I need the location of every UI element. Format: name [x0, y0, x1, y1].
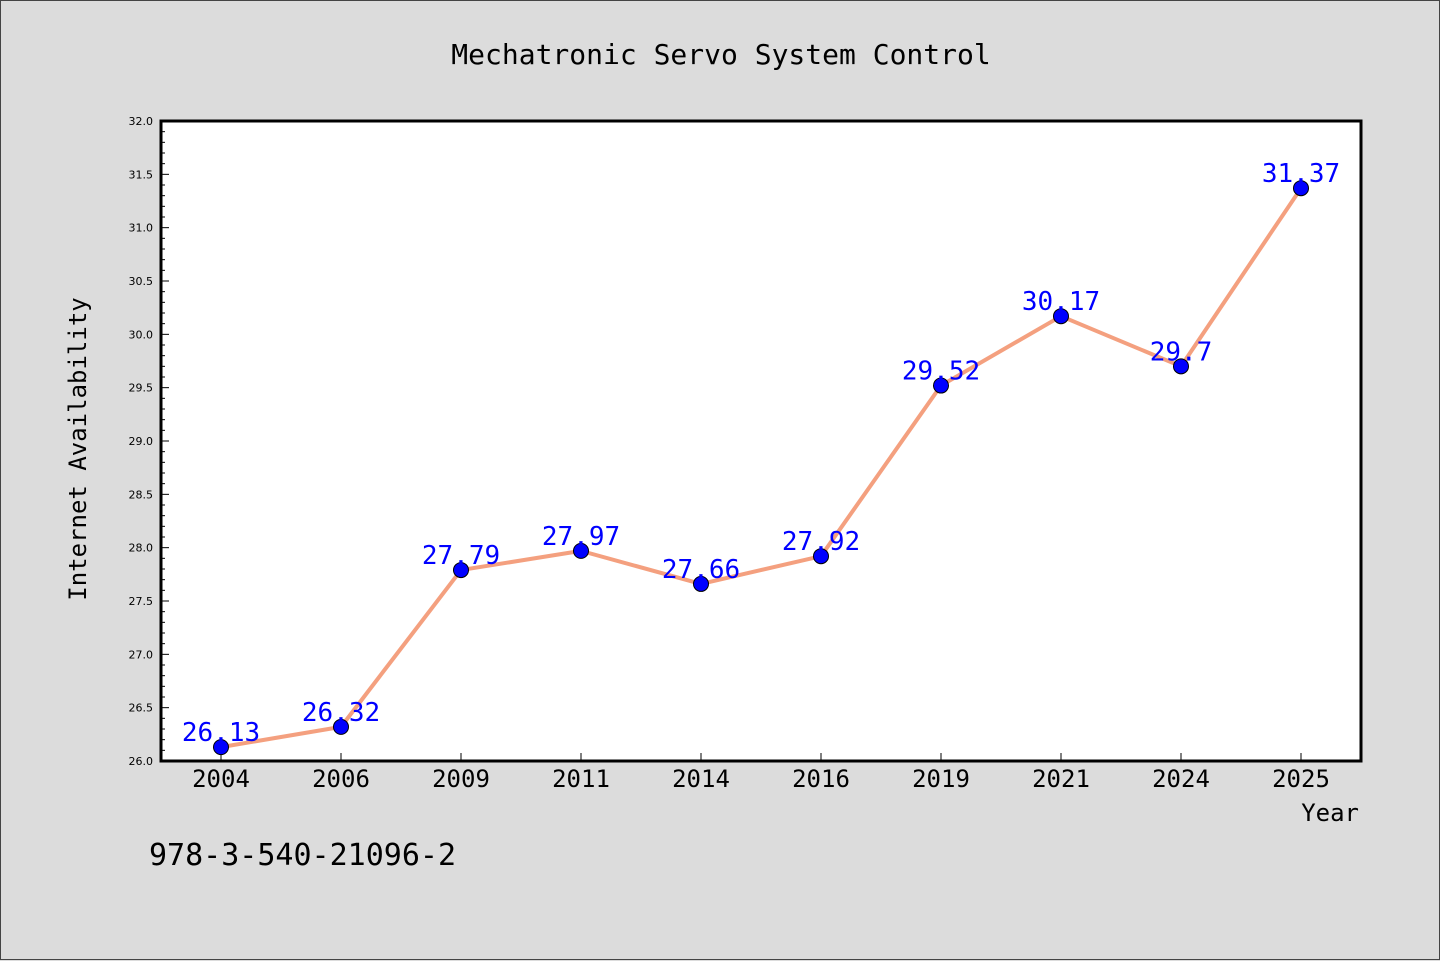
y-tick-label: 32.0: [129, 115, 154, 128]
chart-title: Mechatronic Servo System Control: [451, 38, 990, 71]
y-tick-label: 31.5: [129, 168, 154, 181]
data-point: [933, 377, 949, 394]
y-tick-label: 29.0: [129, 435, 154, 448]
data-label: 26.32: [302, 698, 380, 728]
x-tick-label: 2011: [552, 765, 610, 793]
series-layer: 26.13 26.32 27.79 27.97 27.66 27.92 29.52 30.17…: [182, 159, 1340, 756]
footer-code: 978-3-540-21096-2: [149, 838, 456, 873]
data-label: 27.97: [542, 522, 620, 552]
y-tick-label: 28.5: [129, 488, 154, 501]
x-tick-label: 2016: [792, 765, 850, 793]
data-label: 29.52: [902, 357, 980, 387]
data-point: [573, 542, 589, 559]
x-axis-label: Year: [1301, 799, 1359, 827]
x-axis-ticks: 2004 2006 2009 2011 2014 2016 2019 2021 2024 2025: [192, 753, 1330, 793]
y-tick-label: 28.0: [129, 542, 154, 555]
x-tick-label: 2004: [192, 765, 250, 793]
plot-area: [159, 119, 1363, 763]
y-tick-label: 30.0: [129, 328, 154, 341]
series-line: [220, 187, 1303, 750]
y-tick-label: 27.5: [129, 595, 154, 608]
y-axis-label: Internet Availability: [64, 297, 92, 600]
data-point: [1293, 180, 1309, 197]
y-tick-label: 30.5: [129, 275, 154, 288]
y-tick-label: 26.5: [129, 702, 154, 715]
data-label: 30.17: [1022, 287, 1100, 317]
data-label: 27.66: [662, 555, 740, 585]
data-point: [1053, 308, 1069, 325]
data-point: [333, 718, 349, 735]
data-label: 31.37: [1262, 159, 1340, 189]
data-label: 27.79: [422, 541, 500, 571]
y-tick-label: 26.0: [129, 755, 154, 768]
y-tick-label: 27.0: [129, 648, 154, 661]
data-point: [453, 562, 469, 579]
data-label: 26.13: [182, 718, 260, 748]
y-axis-ticks: 26.0 26.5 27.0 27.5 28.0 28.5 29.0 29.5 30.0 30.5…: [129, 115, 169, 768]
data-point: [813, 548, 829, 565]
x-tick-label: 2019: [912, 765, 970, 793]
x-tick-label: 2024: [1152, 765, 1210, 793]
data-label: 29.7: [1150, 337, 1213, 367]
data-point: [213, 739, 229, 756]
x-tick-label: 2014: [672, 765, 730, 793]
x-tick-label: 2006: [312, 765, 370, 793]
y-tick-label: 29.5: [129, 382, 154, 395]
data-point: [693, 575, 709, 592]
x-tick-label: 2025: [1272, 765, 1330, 793]
x-tick-label: 2021: [1032, 765, 1090, 793]
x-tick-label: 2009: [432, 765, 490, 793]
data-label: 27.92: [782, 527, 860, 557]
y-tick-label: 31.0: [129, 222, 154, 235]
data-point: [1173, 358, 1189, 375]
